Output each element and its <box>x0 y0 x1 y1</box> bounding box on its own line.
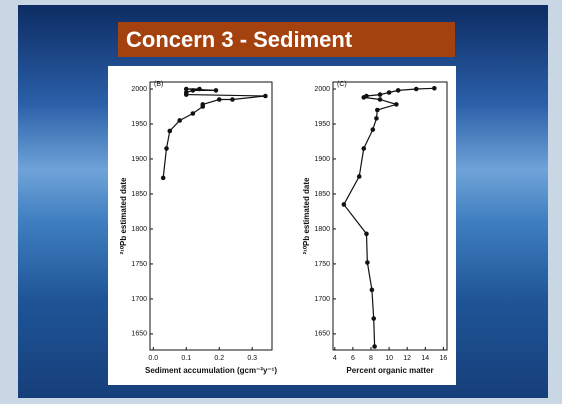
data-point <box>394 102 399 107</box>
y-tick-label: 1700 <box>314 296 330 303</box>
data-point <box>341 202 347 207</box>
data-point <box>190 88 196 93</box>
data-point <box>386 90 392 95</box>
data-point <box>361 146 367 151</box>
slide-title: Concern 3 - Sediment <box>118 22 455 57</box>
x-tick-label: 12 <box>403 355 411 362</box>
plot-frame <box>332 81 448 351</box>
y-tick-label: 1800 <box>314 226 330 233</box>
x-axis-label: Sediment accumulation (gcm⁻²y⁻¹) <box>145 366 277 375</box>
data-point <box>190 111 196 116</box>
x-tick-label: 4 <box>333 355 337 362</box>
data-point <box>183 86 189 92</box>
y-tick-label: 1900 <box>131 156 147 163</box>
data-point <box>395 88 401 93</box>
data-point <box>213 88 219 93</box>
y-tick-label: 1950 <box>131 121 147 128</box>
panel-label: (B) <box>154 81 163 88</box>
y-tick-label: 1900 <box>314 156 330 163</box>
slide: Concern 3 - Sediment 1650 1700 1750 1800 185… <box>18 5 548 398</box>
data-point <box>197 86 202 92</box>
data-point <box>167 128 173 134</box>
plot-frame <box>149 81 273 351</box>
y-tick-label: 2000 <box>131 86 147 93</box>
x-axis-label: Percent organic matter <box>346 366 433 375</box>
data-point <box>356 174 362 179</box>
x-tick-label: 0.3 <box>247 355 257 362</box>
data-point <box>432 85 437 91</box>
data-point <box>374 116 379 121</box>
data-point <box>164 146 169 151</box>
y-tick-label: 1950 <box>314 121 330 128</box>
data-point <box>200 102 206 107</box>
data-point <box>183 90 189 95</box>
data-point <box>375 107 380 113</box>
x-tick-label: 16 <box>439 355 447 362</box>
y-tick-label: 2000 <box>314 86 330 93</box>
data-point <box>372 344 377 349</box>
y-tick-label: 1750 <box>131 261 147 268</box>
x-tick-label: 10 <box>385 355 393 362</box>
data-point <box>413 86 419 92</box>
data-point <box>216 97 222 102</box>
panel-label: (C) <box>337 81 347 88</box>
data-point <box>364 231 369 237</box>
data-point <box>369 287 375 293</box>
x-tick-label: 0.2 <box>214 355 224 362</box>
y-tick-label: 1850 <box>131 191 147 198</box>
y-tick-label: 1750 <box>314 261 330 268</box>
data-point <box>177 118 182 123</box>
data-line <box>162 88 266 178</box>
x-tick-label: 8 <box>369 355 373 362</box>
data-point <box>377 92 383 97</box>
data-point <box>371 316 377 321</box>
x-tick-label: 14 <box>421 355 429 362</box>
data-point <box>377 97 383 102</box>
data-point <box>230 97 235 102</box>
y-tick-label: 1650 <box>314 331 330 338</box>
y-tick-label: 1700 <box>131 296 147 303</box>
y-tick-label: 1800 <box>131 226 147 233</box>
x-tick-label: 0.1 <box>181 355 191 362</box>
y-axis-label: ²¹⁰Pb estimated date <box>119 177 128 255</box>
data-point <box>370 127 376 132</box>
data-point <box>361 95 367 100</box>
x-tick-label: 6 <box>351 355 355 362</box>
data-point <box>263 93 268 99</box>
data-point <box>365 260 370 265</box>
chart-panel: 1650 1700 1750 1800 1850 1900 1950 2000 0.0 0.1 0.… <box>108 66 456 385</box>
data-point <box>160 175 166 181</box>
y-axis-label: ²¹⁰Pb estimated date <box>302 177 311 255</box>
y-tick-label: 1850 <box>314 191 330 198</box>
x-tick-label: 0.0 <box>148 355 158 362</box>
y-tick-label: 1650 <box>131 331 147 338</box>
panel-background <box>108 66 456 385</box>
